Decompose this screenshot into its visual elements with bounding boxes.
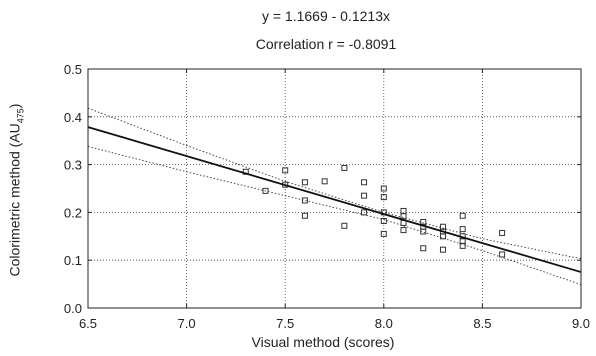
chart-title: y = 1.1669 - 0.1213x xyxy=(261,8,391,24)
data-point xyxy=(459,238,466,245)
y-tick-label: 0.4 xyxy=(64,110,82,125)
data-point xyxy=(420,218,427,225)
data-point xyxy=(459,242,466,249)
confidence-band-lower xyxy=(87,146,582,286)
x-tick-label: 6.5 xyxy=(79,316,97,331)
data-point xyxy=(400,227,407,234)
axis-ticks: 6.5 7.0 7.5 8.0 8.5 9.0 0.0 0.1 0.2 0.3 0.4 0.5 xyxy=(64,62,590,331)
data-point xyxy=(400,213,407,220)
confidence-band xyxy=(87,107,582,286)
regression-line-group xyxy=(87,126,582,273)
x-tick-label: 9.0 xyxy=(572,316,590,331)
y-tick-label: 0.3 xyxy=(64,158,82,173)
data-point xyxy=(380,218,387,225)
data-point xyxy=(361,209,368,216)
data-point xyxy=(301,197,308,204)
data-point xyxy=(321,178,328,185)
y-tick-label: 0.2 xyxy=(64,205,82,220)
data-point xyxy=(459,212,466,219)
data-point xyxy=(282,167,289,174)
data-point xyxy=(341,164,348,171)
x-tick-label: 8.5 xyxy=(473,316,491,331)
data-point xyxy=(380,194,387,201)
plot-frame xyxy=(87,68,582,309)
y-axis-label-container: Colorimetric method (AU475) xyxy=(4,70,28,310)
data-point xyxy=(439,246,446,253)
data-point xyxy=(420,228,427,235)
x-axis-label: Visual method (scores) xyxy=(251,334,395,350)
y-axis-label: Colorimetric method (AU475) xyxy=(7,104,26,277)
confidence-band-upper xyxy=(87,107,582,260)
data-point xyxy=(341,222,348,229)
x-tick-label: 7.5 xyxy=(276,316,294,331)
data-point xyxy=(420,245,427,252)
data-point xyxy=(459,226,466,233)
data-point xyxy=(380,230,387,237)
data-point xyxy=(361,179,368,186)
data-point xyxy=(380,185,387,192)
data-point xyxy=(499,229,506,236)
data-points xyxy=(242,164,506,258)
y-tick-label: 0.1 xyxy=(64,253,82,268)
y-axis-label-close: ) xyxy=(6,103,23,109)
y-tick-label: 0.5 xyxy=(64,62,82,77)
data-point xyxy=(439,233,446,240)
data-point xyxy=(262,187,269,194)
regression-line xyxy=(87,126,582,273)
chart-subtitle: Correlation r = -0.8091 xyxy=(255,36,397,52)
data-point xyxy=(301,179,308,186)
data-point xyxy=(499,251,506,258)
grid-lines xyxy=(87,68,582,309)
x-tick-label: 7.0 xyxy=(178,316,196,331)
y-axis-label-main: Colorimetric method (AU xyxy=(6,123,23,277)
x-tick-label: 8.0 xyxy=(375,316,393,331)
data-point xyxy=(301,212,308,219)
y-tick-label: 0.0 xyxy=(64,301,82,316)
y-axis-label-subscript: 475 xyxy=(15,108,26,124)
data-point xyxy=(361,192,368,199)
